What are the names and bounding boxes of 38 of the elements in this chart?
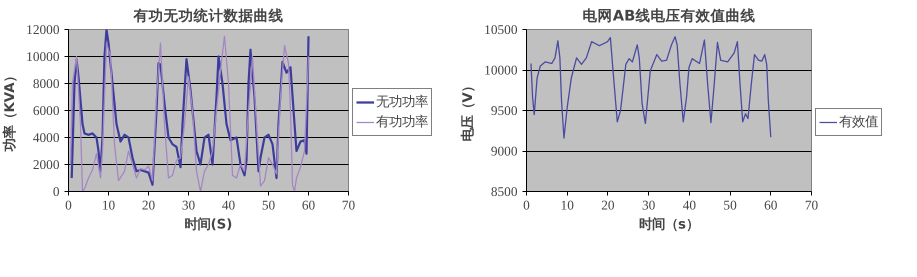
x-tick-label: 0 bbox=[523, 198, 530, 212]
x-tick-label: 40 bbox=[222, 198, 236, 212]
x-tick-label: 20 bbox=[142, 198, 156, 212]
chart-title: 电网AB线电压有效值曲线 bbox=[582, 8, 756, 24]
y-tick-label: 12000 bbox=[26, 22, 60, 37]
x-tick-label: 60 bbox=[302, 198, 316, 212]
y-tick-label: 0 bbox=[52, 184, 60, 199]
y-tick-label: 8500 bbox=[490, 184, 518, 199]
y-tick-label: 10000 bbox=[26, 49, 60, 64]
x-tick-label: 70 bbox=[342, 198, 356, 212]
x-tick-label: 0 bbox=[65, 198, 72, 212]
y-tick-label: 9000 bbox=[490, 144, 518, 158]
y-tick-label: 6000 bbox=[32, 103, 60, 118]
x-tick-label: 20 bbox=[601, 198, 615, 212]
x-tick-label: 30 bbox=[642, 198, 656, 212]
y-tick-label: 4000 bbox=[32, 130, 60, 145]
legend-label: 有功功率 bbox=[376, 114, 428, 131]
chart-title: 有功无功统计数据曲线 bbox=[132, 8, 284, 24]
y-tick-label: 10000 bbox=[484, 62, 518, 78]
x-tick-label: 60 bbox=[764, 198, 778, 212]
x-tick-label: 50 bbox=[723, 198, 738, 212]
line-series bbox=[530, 36, 772, 139]
y-tick-label: 8000 bbox=[32, 76, 60, 91]
y-tick-label: 2000 bbox=[32, 157, 60, 172]
x-axis-title: 时间(S) bbox=[184, 216, 232, 232]
y-tick-label: 9500 bbox=[490, 103, 518, 118]
legend-label: 无功功率 bbox=[376, 94, 428, 111]
x-tick-label: 40 bbox=[682, 198, 696, 212]
x-tick-label: 10 bbox=[102, 198, 116, 212]
y-axis-title: 电压（V） bbox=[461, 79, 476, 142]
legend-label: 有效值 bbox=[839, 114, 878, 131]
x-axis-title: 时间（s） bbox=[639, 216, 699, 232]
x-tick-label: 30 bbox=[182, 198, 196, 212]
x-tick-label: 70 bbox=[804, 198, 818, 212]
x-tick-label: 50 bbox=[262, 198, 276, 212]
y-axis-title: 功率（KVA） bbox=[2, 69, 18, 153]
x-tick-label: 10 bbox=[560, 198, 574, 212]
y-tick-label: 10500 bbox=[484, 22, 518, 37]
